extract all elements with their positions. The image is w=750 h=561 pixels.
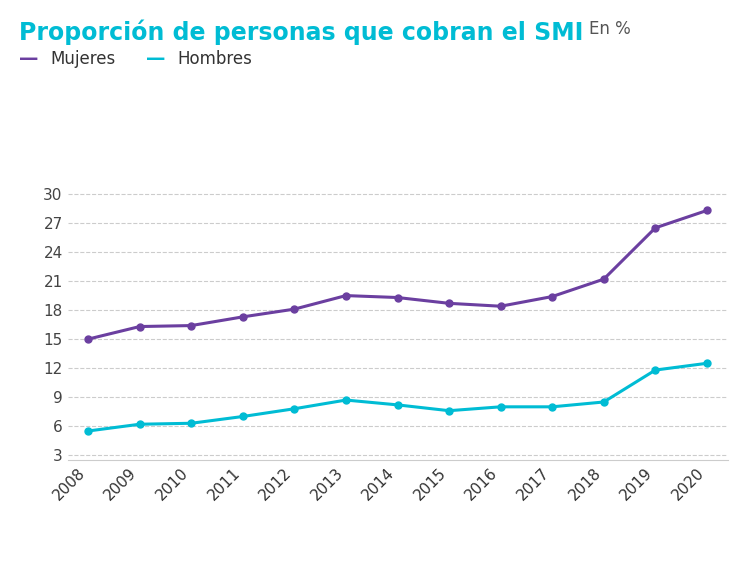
Text: Hombres: Hombres	[178, 50, 253, 68]
Text: —: —	[146, 49, 166, 68]
Text: En %: En %	[590, 20, 631, 38]
Text: —: —	[19, 49, 38, 68]
Text: Proporción de personas que cobran el SMI: Proporción de personas que cobran el SMI	[19, 20, 584, 45]
Text: Mujeres: Mujeres	[50, 50, 116, 68]
